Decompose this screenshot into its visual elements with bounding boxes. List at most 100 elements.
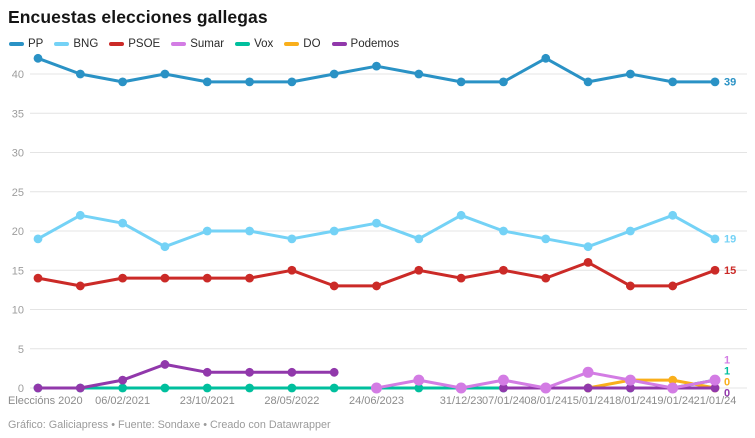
data-point-pp[interactable] xyxy=(668,77,678,87)
legend-label: Sumar xyxy=(190,38,225,50)
data-point-pp[interactable] xyxy=(456,77,466,87)
data-point-bng[interactable] xyxy=(245,226,254,236)
data-point-podemos[interactable] xyxy=(33,383,43,393)
data-point-vox[interactable] xyxy=(245,383,254,393)
data-point-pp[interactable] xyxy=(541,53,551,63)
data-point-sumar[interactable] xyxy=(709,374,721,386)
data-point-sumar[interactable] xyxy=(540,382,552,394)
x-axis-tick-label: 24/06/2023 xyxy=(349,395,404,407)
data-point-pp[interactable] xyxy=(710,77,720,87)
data-point-podemos[interactable] xyxy=(118,375,128,385)
data-point-psoe[interactable] xyxy=(287,265,297,275)
data-point-vox[interactable] xyxy=(414,383,424,393)
data-point-bng[interactable] xyxy=(414,234,424,244)
data-point-pp[interactable] xyxy=(625,69,635,79)
data-point-bng[interactable] xyxy=(329,226,339,236)
data-point-vox[interactable] xyxy=(160,383,170,393)
data-point-pp[interactable] xyxy=(245,77,254,87)
y-axis-tick-label: 25 xyxy=(12,187,24,199)
data-point-podemos[interactable] xyxy=(625,383,635,393)
data-point-podemos[interactable] xyxy=(583,383,593,393)
x-axis-tick-label: 15/01/24 xyxy=(567,395,610,407)
data-point-psoe[interactable] xyxy=(202,273,212,283)
data-point-pp[interactable] xyxy=(75,69,85,79)
data-point-psoe[interactable] xyxy=(329,281,339,291)
data-point-bng[interactable] xyxy=(160,242,170,252)
chart-footer: Gráfico: Galiciapress • Fuente: Sondaxe … xyxy=(8,419,331,431)
data-point-pp[interactable] xyxy=(372,61,381,71)
data-point-bng[interactable] xyxy=(583,242,593,252)
x-axis-tick-label: 06/02/2021 xyxy=(95,395,150,407)
data-point-psoe[interactable] xyxy=(625,281,635,291)
data-point-pp[interactable] xyxy=(160,69,170,79)
data-point-psoe[interactable] xyxy=(499,265,508,275)
data-point-bng[interactable] xyxy=(75,210,85,220)
data-point-sumar[interactable] xyxy=(371,382,382,394)
data-point-bng[interactable] xyxy=(372,218,381,228)
data-point-pp[interactable] xyxy=(329,69,339,79)
data-point-pp[interactable] xyxy=(583,77,593,87)
data-point-sumar[interactable] xyxy=(413,374,425,386)
data-point-bng[interactable] xyxy=(118,218,128,228)
data-point-psoe[interactable] xyxy=(583,258,593,267)
data-point-vox[interactable] xyxy=(118,383,128,393)
series-end-label: 1 xyxy=(724,355,730,367)
legend-item-pp: PP xyxy=(9,38,43,50)
data-point-bng[interactable] xyxy=(625,226,635,236)
data-point-psoe[interactable] xyxy=(456,273,466,283)
data-point-sumar[interactable] xyxy=(667,382,679,394)
data-point-podemos[interactable] xyxy=(710,383,720,393)
data-point-vox[interactable] xyxy=(287,383,297,393)
data-point-bng[interactable] xyxy=(33,234,43,244)
data-point-psoe[interactable] xyxy=(541,273,551,283)
data-point-podemos[interactable] xyxy=(202,367,212,377)
data-point-pp[interactable] xyxy=(118,77,128,87)
data-point-bng[interactable] xyxy=(202,226,212,236)
data-point-podemos[interactable] xyxy=(75,383,85,393)
legend-label: Vox xyxy=(254,38,274,50)
data-point-sumar[interactable] xyxy=(582,366,594,378)
data-point-podemos[interactable] xyxy=(329,367,339,377)
data-point-psoe[interactable] xyxy=(668,281,678,291)
data-point-psoe[interactable] xyxy=(245,273,254,283)
data-point-psoe[interactable] xyxy=(33,273,43,283)
data-point-psoe[interactable] xyxy=(414,265,424,275)
data-point-psoe[interactable] xyxy=(75,281,85,291)
series-end-label: 0 xyxy=(724,377,730,389)
data-point-psoe[interactable] xyxy=(118,273,128,283)
data-point-bng[interactable] xyxy=(287,234,297,244)
data-point-sumar[interactable] xyxy=(497,374,509,386)
x-axis-tick-label: 28/05/2022 xyxy=(264,395,319,407)
data-point-bng[interactable] xyxy=(499,226,508,236)
data-point-do[interactable] xyxy=(668,375,678,385)
data-point-psoe[interactable] xyxy=(710,265,720,275)
data-point-bng[interactable] xyxy=(541,234,551,244)
data-point-pp[interactable] xyxy=(202,77,212,87)
data-point-vox[interactable] xyxy=(329,383,339,393)
series-end-label: 19 xyxy=(724,233,736,245)
data-point-sumar[interactable] xyxy=(455,382,467,394)
data-point-sumar[interactable] xyxy=(624,374,636,386)
data-point-pp[interactable] xyxy=(33,53,43,63)
data-point-psoe[interactable] xyxy=(372,281,381,291)
data-point-bng[interactable] xyxy=(710,234,720,244)
x-axis-tick-label: 19/01/24 xyxy=(651,395,694,407)
x-axis-tick-label: 23/10/2021 xyxy=(180,395,235,407)
y-axis-tick-label: 10 xyxy=(12,305,24,317)
data-point-podemos[interactable] xyxy=(245,367,254,377)
legend-swatch-icon xyxy=(331,41,347,47)
data-point-pp[interactable] xyxy=(287,77,297,87)
data-point-podemos[interactable] xyxy=(160,360,170,369)
data-point-podemos[interactable] xyxy=(287,367,297,377)
data-point-pp[interactable] xyxy=(499,77,508,87)
data-point-vox[interactable] xyxy=(202,383,212,393)
legend-swatch-icon xyxy=(284,41,300,47)
legend-item-do: DO xyxy=(284,38,321,50)
legend-swatch-icon xyxy=(109,41,125,47)
data-point-podemos[interactable] xyxy=(499,383,508,393)
data-point-bng[interactable] xyxy=(456,210,466,220)
data-point-bng[interactable] xyxy=(668,210,678,220)
data-point-psoe[interactable] xyxy=(160,273,170,283)
data-point-pp[interactable] xyxy=(414,69,424,79)
